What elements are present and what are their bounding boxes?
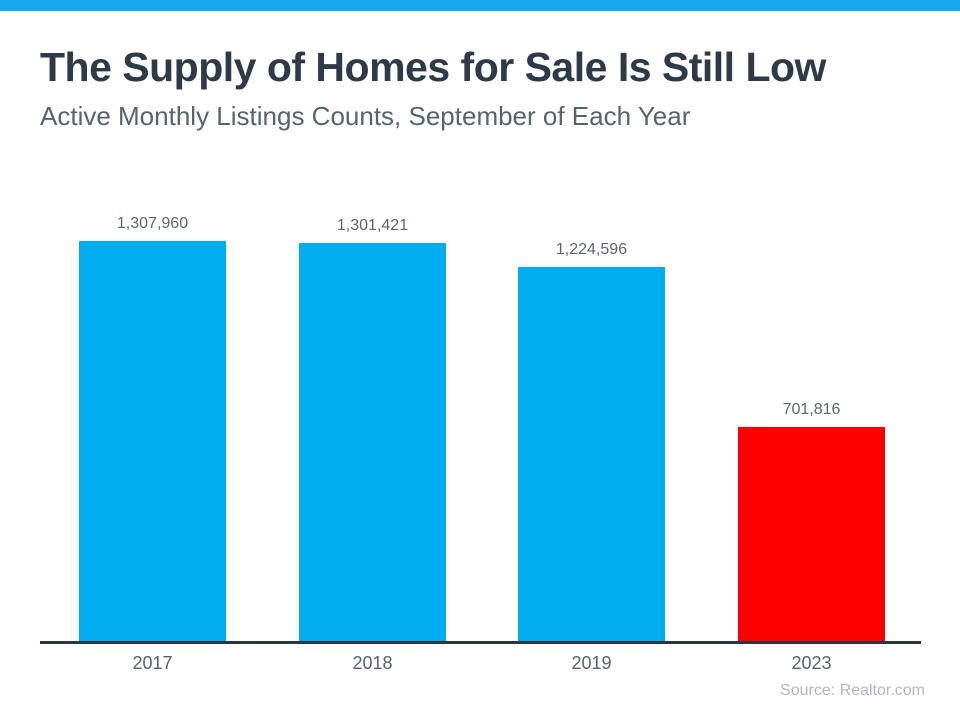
top-accent-bar [0, 0, 960, 11]
x-tick-label-2017: 2017 [132, 653, 173, 673]
bar-value-label-2019: 1,224,596 [555, 241, 628, 258]
bar-value-label-2023: 701,816 [782, 401, 841, 418]
x-tick-label-2019: 2019 [571, 653, 612, 673]
x-axis-line [40, 641, 921, 644]
bar-2017 [79, 241, 226, 643]
bar-value-label-2018: 1,301,421 [336, 217, 409, 234]
x-tick-label-2018: 2018 [352, 653, 393, 673]
source-attribution: Source: Realtor.com [780, 682, 925, 699]
bar-2018 [299, 243, 446, 643]
chart-title: The Supply of Homes for Sale Is Still Lo… [40, 44, 826, 90]
bar-2019 [518, 267, 665, 643]
bar-2023 [738, 427, 885, 643]
chart-subtitle: Active Monthly Listings Counts, Septembe… [40, 101, 691, 131]
x-tick-label-2023: 2023 [791, 653, 832, 673]
bar-value-label-2017: 1,307,960 [116, 215, 189, 232]
